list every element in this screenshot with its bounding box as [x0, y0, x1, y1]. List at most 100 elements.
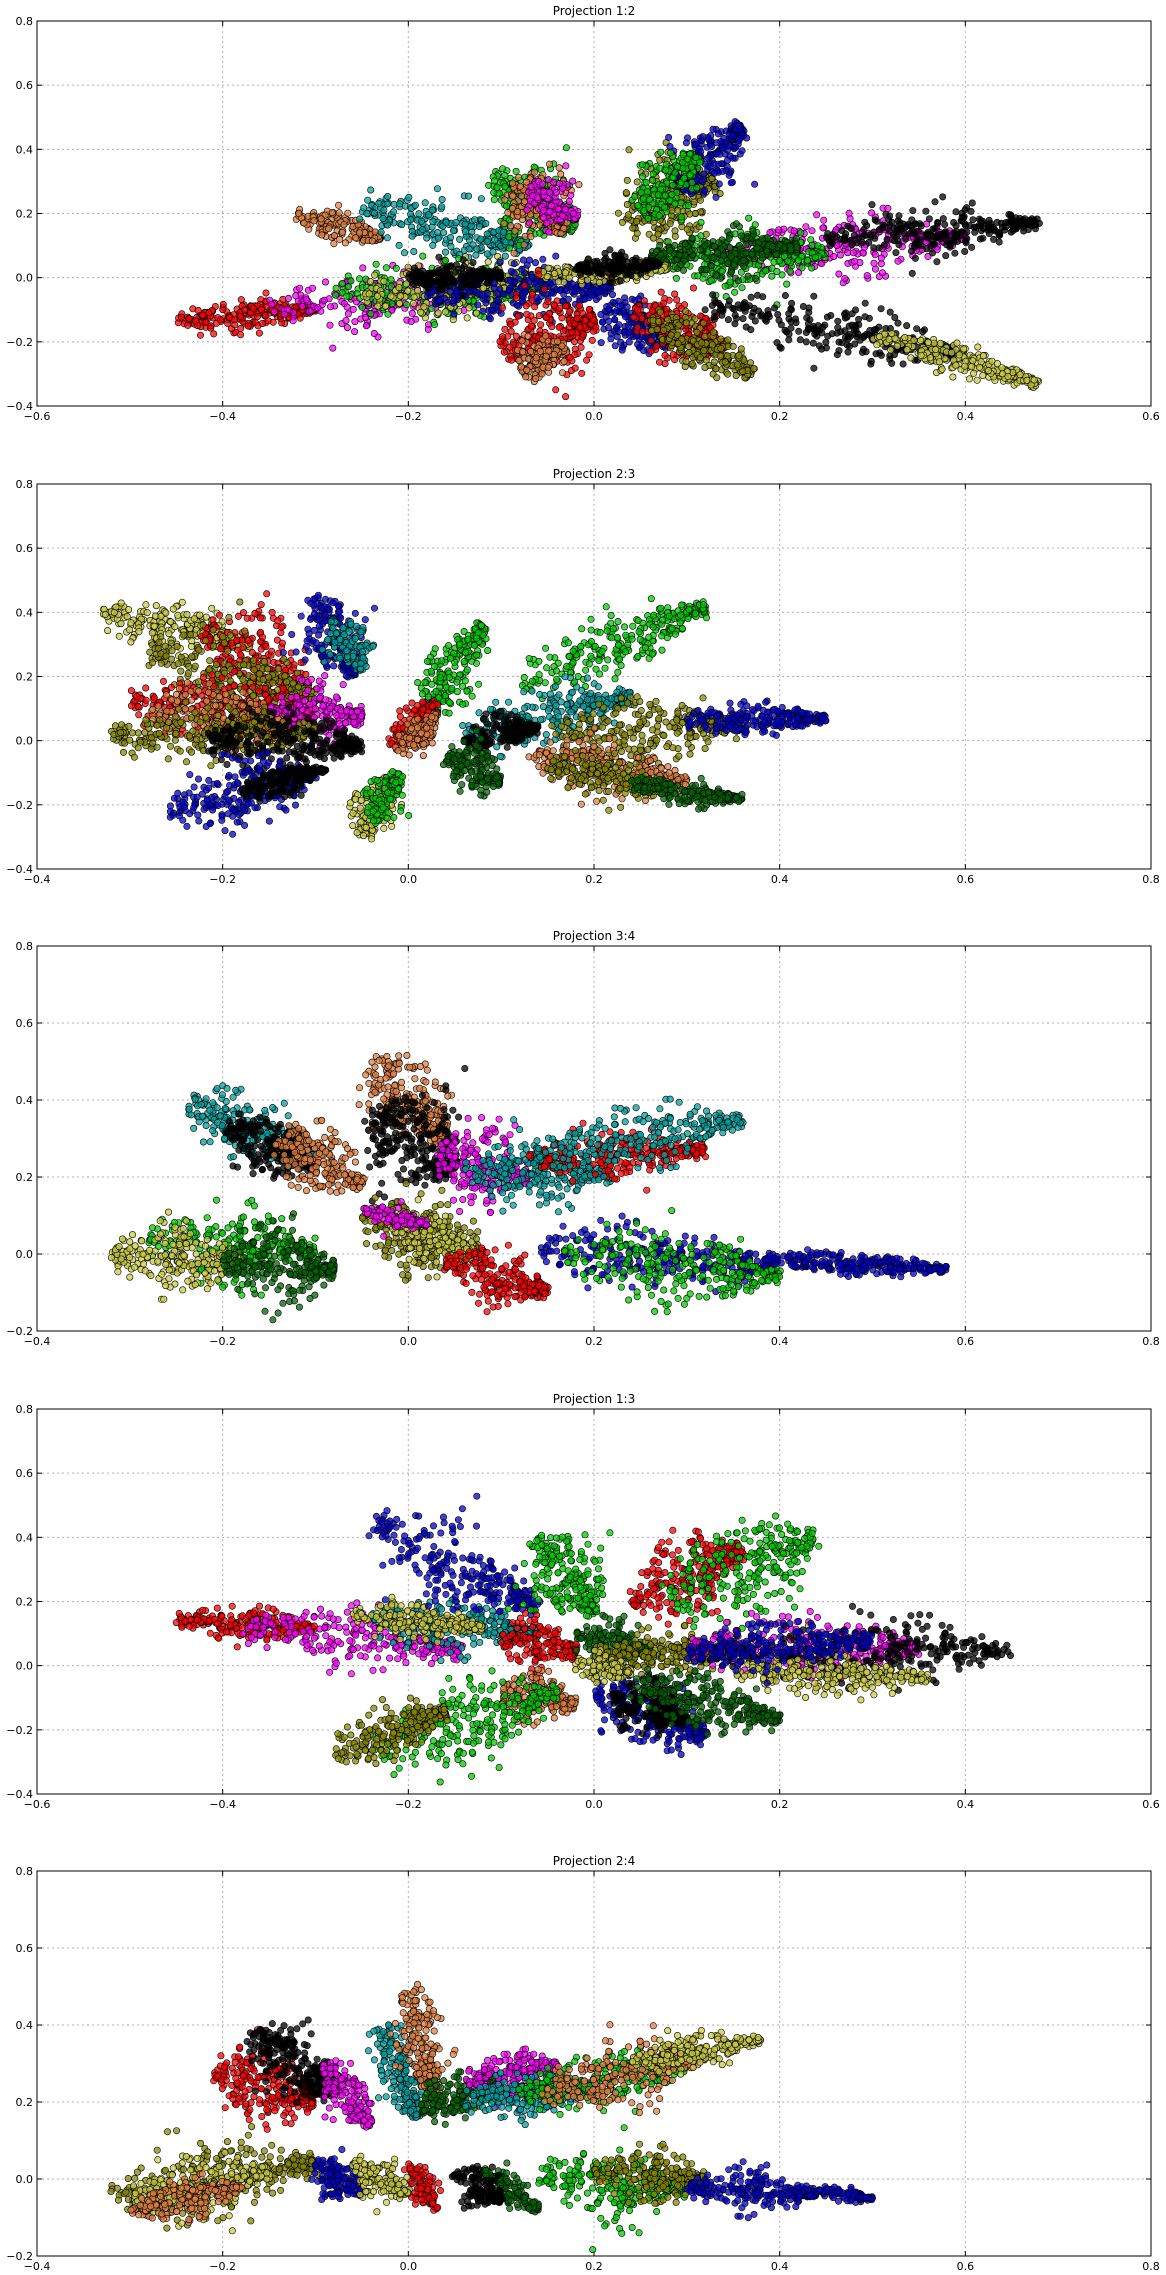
data-point: [495, 189, 503, 197]
data-point: [513, 301, 521, 309]
data-point: [518, 337, 526, 345]
data-point: [814, 242, 822, 250]
data-point: [960, 213, 968, 221]
data-point: [489, 248, 497, 256]
data-point: [472, 251, 480, 259]
data-point: [459, 291, 467, 299]
data-point: [465, 245, 473, 253]
data-point: [951, 249, 959, 257]
data-point: [953, 233, 961, 241]
data-point: [697, 232, 705, 240]
data-point: [410, 248, 418, 256]
data-point: [704, 154, 712, 162]
data-point: [523, 366, 531, 374]
data-point: [513, 208, 521, 216]
data-point: [977, 222, 985, 230]
data-point: [627, 263, 635, 271]
data-point: [624, 211, 632, 219]
data-point: [268, 300, 276, 308]
data-point: [435, 297, 443, 305]
data-point: [540, 206, 548, 214]
data-point: [770, 258, 778, 266]
data-point: [775, 226, 783, 234]
data-point: [666, 143, 674, 151]
data-point: [717, 138, 725, 146]
data-point: [952, 208, 960, 216]
data-point: [674, 206, 682, 214]
data-point: [428, 277, 436, 285]
data-point: [575, 301, 583, 309]
data-point: [934, 219, 942, 227]
data-point: [545, 188, 553, 196]
data-point: [908, 216, 916, 224]
scatter-cluster: [292, 201, 384, 248]
data-point: [701, 242, 709, 250]
y-tick-label: 0.6: [16, 79, 34, 92]
data-point: [607, 278, 615, 286]
data-point: [584, 276, 592, 284]
data-point: [326, 321, 334, 329]
data-point: [452, 219, 460, 227]
data-point: [547, 202, 555, 210]
data-point: [372, 260, 380, 268]
data-point: [490, 177, 498, 185]
data-point: [254, 313, 262, 321]
data-point: [194, 322, 202, 330]
data-point: [343, 292, 351, 300]
data-point: [793, 243, 801, 251]
data-point: [625, 146, 633, 154]
y-tick-label: −0.2: [6, 336, 33, 349]
data-point: [509, 179, 517, 187]
data-point: [429, 269, 437, 277]
data-point: [595, 278, 603, 286]
data-point: [381, 302, 389, 310]
data-point: [656, 241, 664, 249]
data-point: [535, 271, 543, 279]
data-point: [441, 248, 449, 256]
data-point: [371, 209, 379, 217]
data-point: [976, 235, 984, 243]
data-point: [532, 354, 540, 362]
data-point: [786, 267, 794, 275]
data-point: [477, 195, 485, 203]
data-point: [522, 373, 530, 381]
data-point: [362, 322, 370, 330]
data-point: [677, 213, 685, 221]
data-point: [731, 288, 739, 296]
data-point: [402, 280, 410, 288]
data-point: [751, 180, 759, 188]
data-point: [496, 270, 504, 278]
data-point: [594, 288, 602, 296]
data-point: [668, 207, 676, 215]
data-point: [371, 271, 379, 279]
data-point: [523, 261, 531, 269]
data-point: [317, 215, 325, 223]
data-point: [430, 321, 438, 329]
data-point: [499, 228, 507, 236]
data-point: [329, 344, 337, 352]
data-point: [838, 227, 846, 235]
data-point: [941, 230, 949, 238]
data-point: [552, 252, 560, 260]
data-point: [674, 163, 682, 171]
data-point: [585, 305, 593, 313]
data-point: [467, 222, 475, 230]
data-point: [811, 253, 819, 261]
data-point: [545, 347, 553, 355]
data-point: [330, 240, 338, 248]
data-point: [870, 228, 878, 236]
data-point: [773, 267, 781, 275]
data-point: [443, 274, 451, 282]
data-point: [671, 169, 679, 177]
data-point: [384, 310, 392, 318]
data-point: [607, 265, 615, 273]
data-point: [379, 215, 387, 223]
data-point: [506, 276, 514, 284]
data-point: [575, 181, 583, 189]
data-point: [390, 208, 398, 216]
data-point: [523, 206, 531, 214]
data-point: [535, 312, 543, 320]
data-point: [479, 284, 487, 292]
data-point: [640, 207, 648, 215]
data-point: [928, 249, 936, 257]
